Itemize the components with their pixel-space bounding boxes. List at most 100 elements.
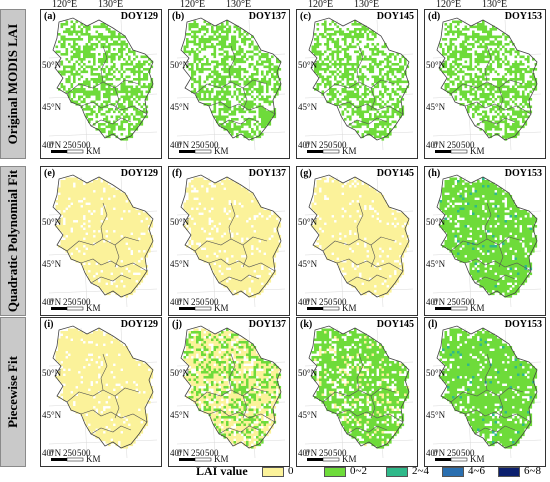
scale-tick: 500: [333, 448, 347, 458]
latitude-label: 40°N: [298, 140, 318, 150]
scale-unit: KM: [470, 146, 485, 156]
latitude-label: 50°N: [298, 217, 318, 227]
panel-letter: (l): [428, 319, 438, 330]
scale-tick: 250: [191, 448, 205, 458]
latitude-label: 45°N: [42, 259, 62, 269]
scale-unit: KM: [214, 146, 229, 156]
scale-tick: 250: [319, 297, 333, 307]
lai-pixels: [183, 177, 282, 298]
scale-tick: 0: [177, 140, 182, 150]
latitude-label: 50°N: [42, 60, 62, 70]
latitude-label: 40°N: [426, 448, 446, 458]
lai-pixels: [55, 177, 154, 298]
panel-letter: (c): [300, 11, 312, 22]
scale-tick: 0: [305, 140, 310, 150]
latitude-label: 50°N: [426, 368, 446, 378]
latitude-label: 45°N: [170, 259, 190, 269]
latitude-label: 40°N: [298, 448, 318, 458]
legend-swatch: [498, 467, 520, 477]
scale-unit: KM: [86, 146, 101, 156]
latitude-label: 50°N: [298, 368, 318, 378]
latitude-label: 40°N: [426, 297, 446, 307]
scale-tick: 250: [63, 448, 77, 458]
scale-tick: 0: [433, 448, 438, 458]
scale-unit: KM: [470, 303, 485, 313]
scale-unit: KM: [342, 146, 357, 156]
scale-tick: 250: [63, 297, 77, 307]
panel-letter: (d): [428, 11, 441, 22]
legend-label: 0: [288, 465, 294, 477]
region-map: [176, 174, 286, 311]
scale-unit: KM: [342, 454, 357, 464]
legend-swatch: [386, 467, 408, 477]
panel-doy: DOY153: [504, 11, 542, 22]
panel-letter: (f): [172, 168, 182, 179]
panel-doy: DOY137: [248, 11, 286, 22]
panel-doy: DOY129: [120, 319, 158, 330]
latitude-label: 50°N: [170, 217, 190, 227]
latitude-label: 45°N: [42, 102, 62, 112]
latitude-label: 45°N: [298, 410, 318, 420]
region-map: [432, 174, 542, 311]
scale-tick: 250: [63, 140, 77, 150]
legend-swatch: [442, 467, 464, 477]
latitude-label: 45°N: [42, 410, 62, 420]
map-panel: (j) DOY137 50°N 45°N 40°N 0 250 500 KM: [168, 317, 290, 467]
panel-letter: (b): [172, 11, 185, 22]
latitude-label: 50°N: [298, 60, 318, 70]
latitude-label: 45°N: [170, 102, 190, 112]
region-map: [304, 325, 414, 462]
legend-label: 4~6: [468, 465, 485, 477]
scale-tick: 500: [205, 297, 219, 307]
scale-tick: 0: [49, 448, 54, 458]
scale-tick: 0: [49, 140, 54, 150]
longitude-label: 130°E: [482, 0, 508, 10]
latitude-label: 50°N: [42, 217, 62, 227]
latitude-label: 50°N: [426, 217, 446, 227]
longitude-label: 130°E: [354, 0, 380, 10]
longitude-label: 120°E: [436, 0, 462, 10]
scale-tick: 250: [191, 140, 205, 150]
region-map: [176, 325, 286, 462]
panel-letter: (a): [44, 11, 56, 22]
panel-doy: DOY145: [376, 319, 414, 330]
scale-tick: 0: [49, 297, 54, 307]
panel-doy: DOY137: [248, 319, 286, 330]
latitude-label: 40°N: [298, 297, 318, 307]
latitude-label: 40°N: [170, 448, 190, 458]
region-map: [176, 17, 286, 154]
latitude-label: 45°N: [298, 102, 318, 112]
scale-tick: 500: [333, 297, 347, 307]
latitude-label: 40°N: [170, 140, 190, 150]
latitude-label: 45°N: [170, 410, 190, 420]
region-map: [304, 174, 414, 311]
latitude-label: 40°N: [42, 297, 62, 307]
scale-tick: 250: [319, 448, 333, 458]
row-label-text: Original MODIS LAI: [5, 23, 20, 145]
scale-tick: 0: [305, 297, 310, 307]
latitude-label: 45°N: [426, 410, 446, 420]
panel-letter: (g): [300, 168, 312, 179]
map-panel: (k) DOY145 50°N 45°N 40°N 0 250 500 KM: [296, 317, 418, 467]
map-panel: (d) DOY153 50°N 45°N 40°N 0 250 500 KM: [424, 9, 546, 159]
region-map: [48, 325, 158, 462]
legend-title: LAI value: [196, 464, 248, 478]
legend-swatch: [324, 467, 346, 477]
latitude-label: 50°N: [426, 60, 446, 70]
panel-letter: (i): [44, 319, 54, 330]
panel-letter: (k): [300, 319, 313, 330]
region-map: [304, 17, 414, 154]
scale-tick: 500: [205, 448, 219, 458]
latitude-label: 45°N: [426, 259, 446, 269]
row-label: Quadratic Polynomial Fit: [0, 166, 26, 316]
region-map: [48, 174, 158, 311]
panel-doy: DOY129: [120, 11, 158, 22]
scale-tick: 250: [447, 448, 461, 458]
scale-tick: 250: [191, 297, 205, 307]
map-panel: (h) DOY153 50°N 45°N 40°N 0 250 500 KM: [424, 166, 546, 316]
panel-doy: DOY129: [120, 168, 158, 179]
latitude-label: 50°N: [170, 60, 190, 70]
scale-tick: 0: [177, 297, 182, 307]
latitude-label: 50°N: [42, 368, 62, 378]
